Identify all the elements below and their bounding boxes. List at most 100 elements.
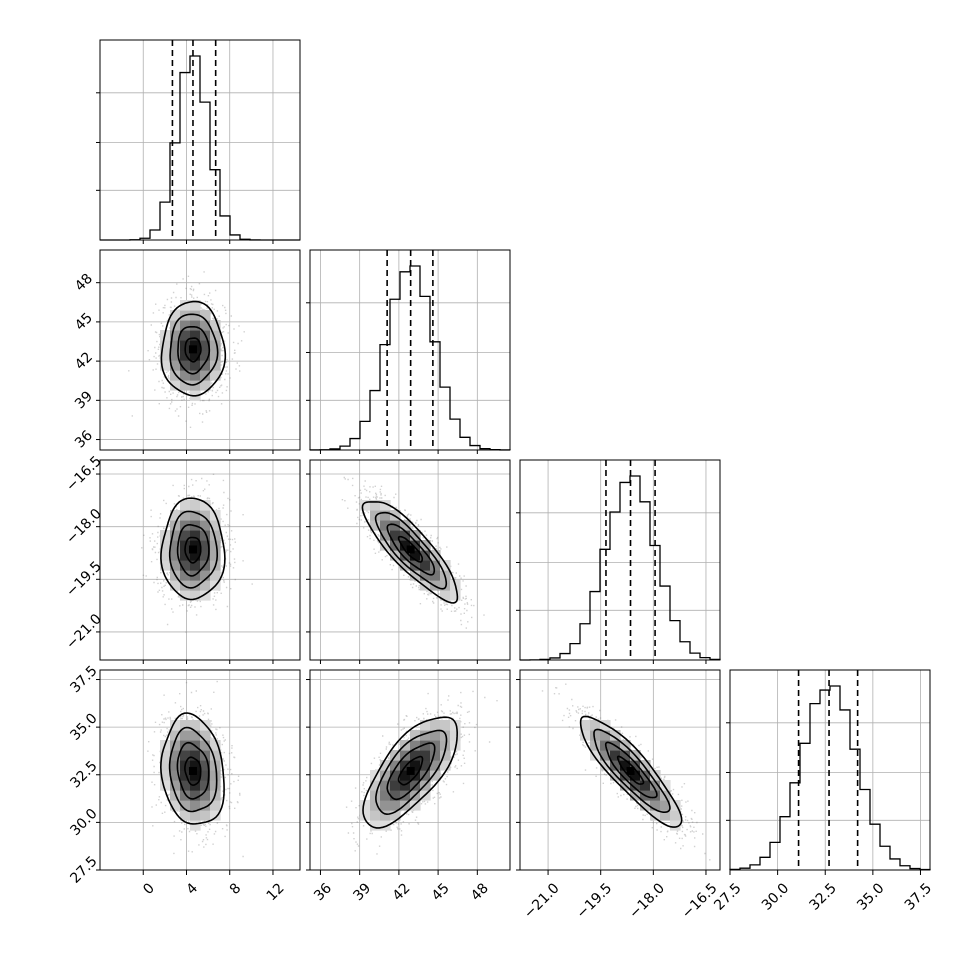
y-tick-label: 48 — [72, 271, 96, 295]
density-cell — [660, 810, 671, 821]
density-cell — [190, 720, 201, 731]
density-cell — [370, 770, 381, 781]
density-cell — [200, 500, 211, 511]
density-cell — [410, 760, 421, 771]
density-cell — [410, 740, 421, 751]
contour-line — [593, 728, 671, 813]
density-cell — [160, 350, 171, 361]
panel-frame — [729, 669, 931, 871]
density-cell — [170, 770, 181, 781]
density-cell — [390, 530, 401, 541]
density-cell — [390, 800, 401, 811]
density-cell — [610, 760, 621, 771]
density-cell — [160, 780, 171, 791]
density-cell — [430, 720, 441, 731]
density-cell — [420, 550, 431, 561]
density-cell — [410, 750, 421, 761]
density-cell — [380, 790, 391, 801]
density-cell — [430, 770, 441, 781]
density-cell — [590, 750, 601, 761]
density-cell — [180, 590, 191, 601]
density-cell — [650, 810, 661, 821]
density-cell — [210, 800, 221, 811]
contour-line — [169, 313, 219, 386]
density-cell — [420, 750, 431, 761]
density-cell — [170, 720, 181, 731]
density-cell — [400, 520, 411, 531]
panel-content — [141, 473, 253, 633]
contour-line — [397, 755, 424, 786]
density-cell — [200, 780, 211, 791]
density-cell — [200, 530, 211, 541]
density-cell — [170, 350, 181, 361]
scatter-points — [128, 271, 245, 428]
density-cell — [450, 590, 461, 601]
contour-line — [361, 501, 459, 604]
density-cell — [420, 580, 431, 591]
density-cell — [410, 730, 421, 741]
panel-content — [341, 476, 485, 629]
x-tick-label: −19.5 — [574, 880, 616, 922]
density-cell — [200, 570, 211, 581]
density-cell — [200, 360, 211, 371]
density-cell — [180, 380, 191, 391]
density-cell — [400, 770, 411, 781]
density-cell — [420, 720, 431, 731]
density-cell — [440, 590, 451, 601]
density-cell — [190, 340, 201, 351]
x-tick-label: −21.0 — [521, 880, 563, 922]
panel-frame — [99, 459, 301, 661]
density-cell — [380, 800, 391, 811]
density-cell — [200, 310, 211, 321]
density-cell — [190, 760, 201, 771]
x-tick-label: 39 — [350, 880, 374, 904]
density-cell — [200, 790, 211, 801]
histogram-step — [729, 685, 931, 871]
density-cell — [650, 770, 661, 781]
density-cell — [200, 730, 211, 741]
density-cell — [180, 730, 191, 741]
density-cell — [200, 770, 211, 781]
y-tick-label: 45 — [72, 310, 96, 334]
density-cell — [180, 770, 191, 781]
density-cell — [180, 530, 191, 541]
density-cell — [190, 330, 201, 341]
x-tick-label: 32.5 — [806, 880, 839, 913]
density-cell — [430, 570, 441, 581]
x-tick-label: 0 — [140, 880, 158, 898]
density-cell — [610, 750, 621, 761]
density-cell — [590, 720, 601, 731]
density-cell — [380, 770, 391, 781]
contour-line — [374, 511, 448, 590]
density-cell — [210, 740, 221, 751]
density-cell — [180, 560, 191, 571]
density-cell — [200, 550, 211, 561]
density-cell — [160, 560, 171, 571]
scatter-panel-3-0 — [99, 669, 301, 871]
x-tick-label: 37.5 — [902, 880, 935, 913]
panel-content — [541, 683, 711, 870]
density-cell — [160, 340, 171, 351]
contour-line — [168, 726, 218, 813]
density-cell — [670, 810, 681, 821]
contour-line — [184, 536, 202, 564]
density-cell — [170, 780, 181, 791]
density-cell — [200, 520, 211, 531]
density-cell — [640, 800, 651, 811]
histogram-panel-2 — [516, 459, 721, 661]
contour-line — [168, 510, 218, 589]
density-cell — [390, 510, 401, 521]
density-cell — [430, 750, 441, 761]
density-cell — [200, 350, 211, 361]
density-cell — [620, 770, 631, 781]
density-cell — [380, 760, 391, 771]
density-cell — [180, 570, 191, 581]
density-cell — [430, 550, 441, 561]
density-cell — [190, 770, 201, 781]
panel-frame — [309, 249, 511, 451]
panel-content — [128, 271, 245, 428]
density-cell — [180, 360, 191, 371]
density-cell — [210, 750, 221, 761]
density-peak — [626, 766, 635, 775]
panel-background — [730, 670, 930, 870]
